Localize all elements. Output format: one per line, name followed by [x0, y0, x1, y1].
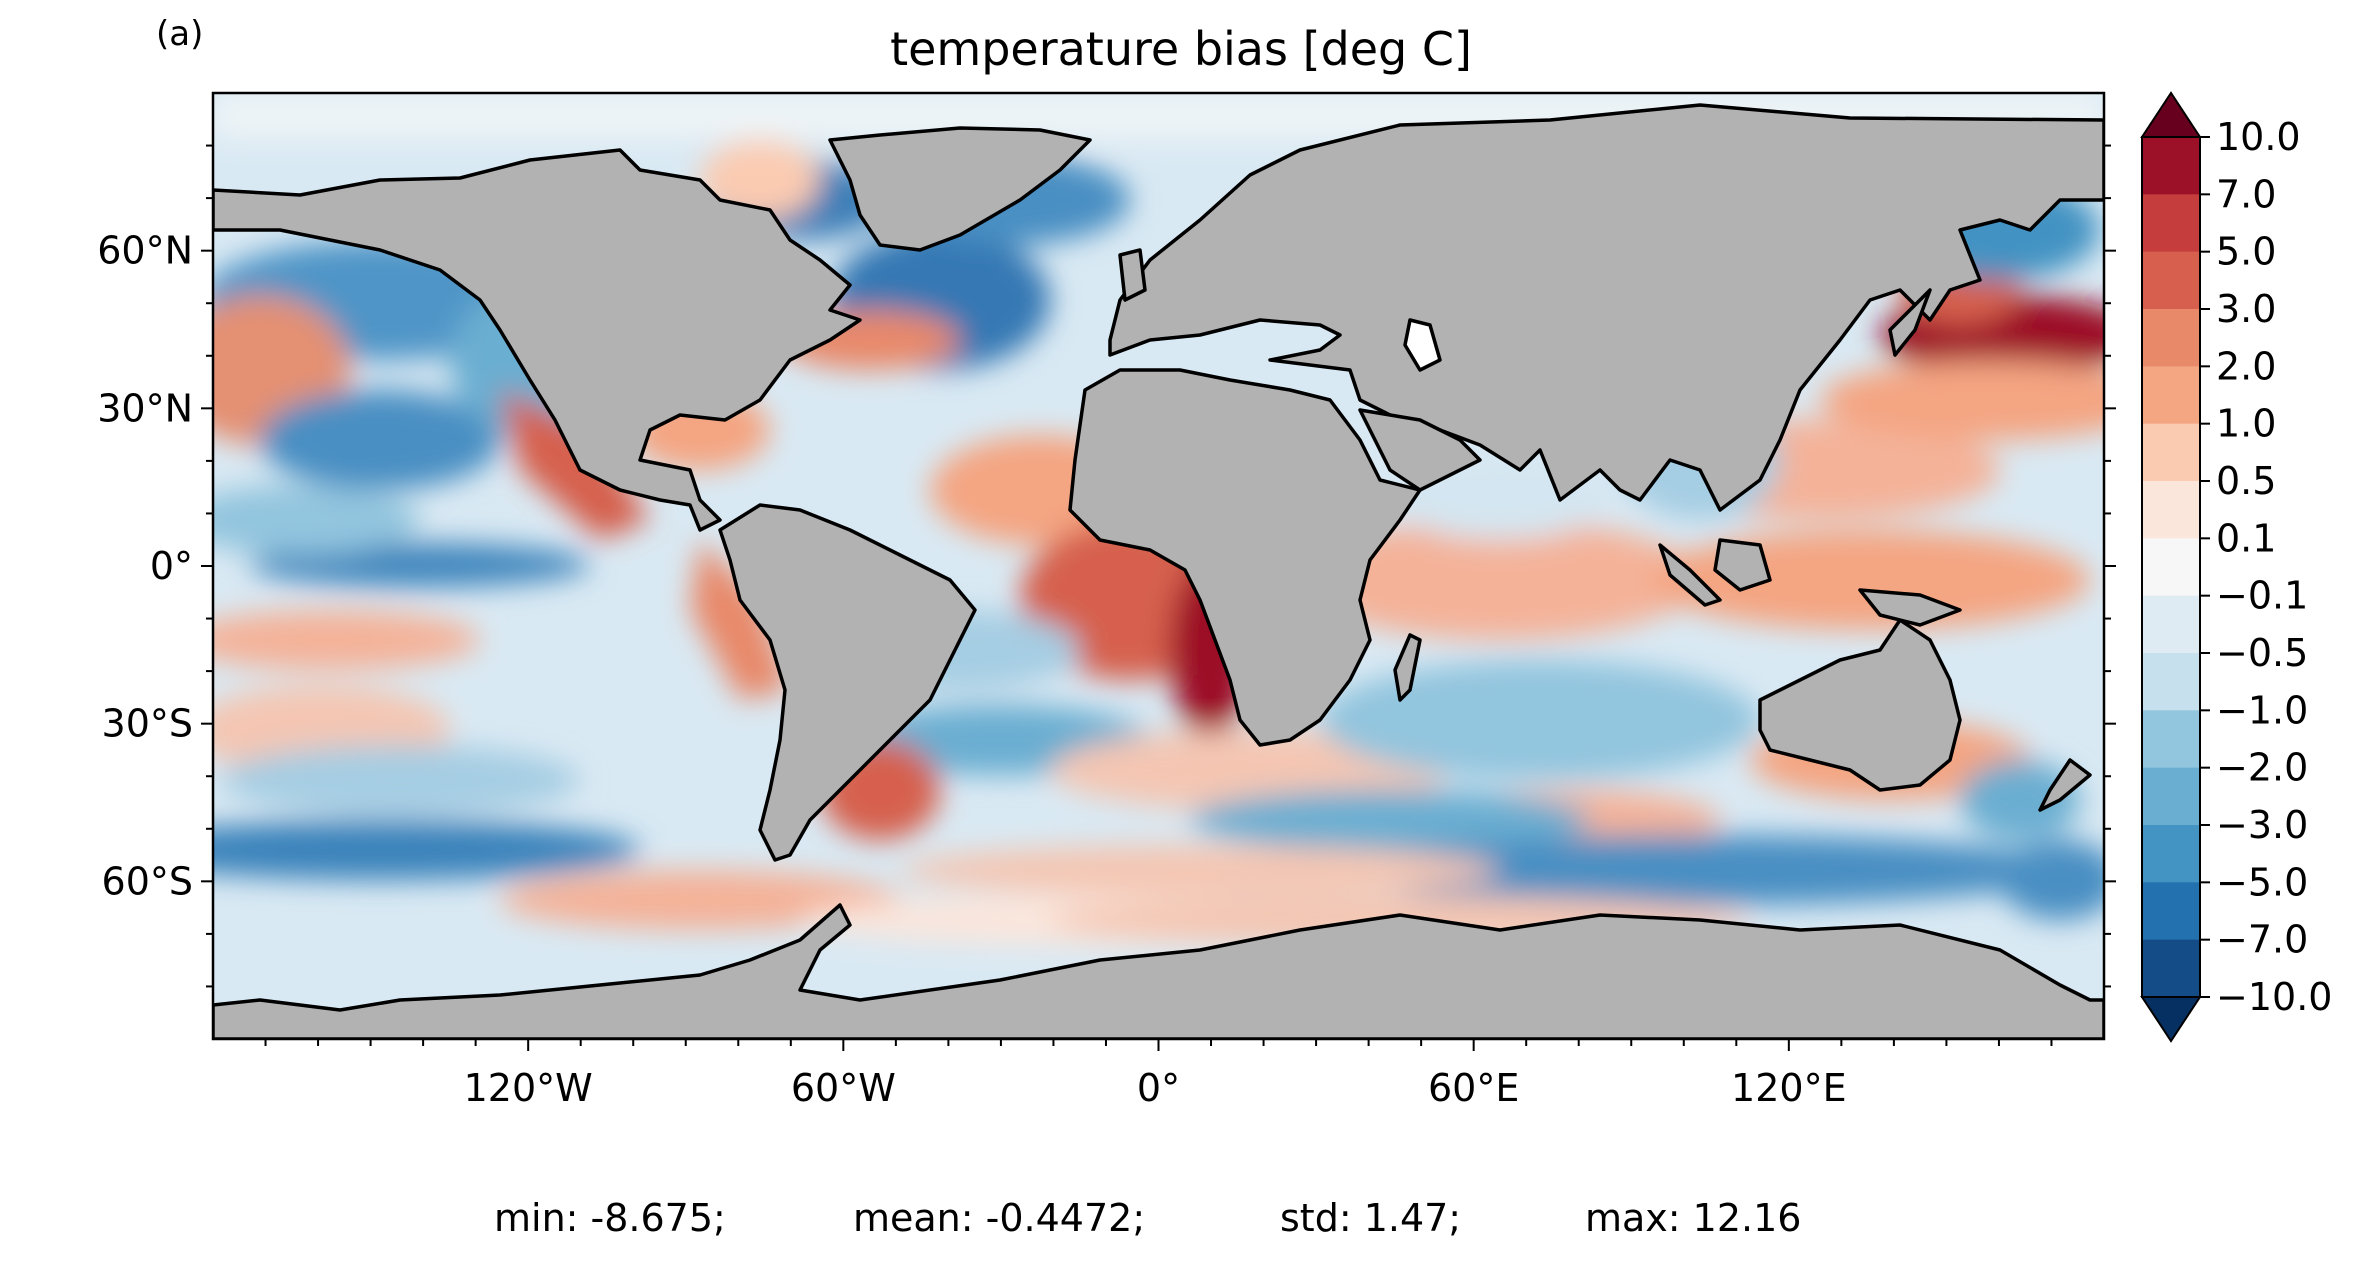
- axis-ticks: [201, 144, 2116, 1051]
- x-tick-label: 60°W: [791, 1066, 896, 1110]
- x-tick-label: 60°E: [1428, 1066, 1519, 1110]
- map-area: [213, 93, 2104, 1039]
- arabia: [1358, 408, 1482, 492]
- colorbar-extend-min: [2140, 996, 2202, 1043]
- colorbar-tick-label: −10.0: [2216, 975, 2332, 1019]
- colorbar-band: [2142, 825, 2200, 883]
- antarctica: [213, 903, 2104, 1039]
- new-guinea: [1858, 588, 1962, 627]
- axis-labels: 120°W 60°W 0° 60°E 120°E 60°N 30°N 0° 30°S 60°S: [97, 229, 1846, 1110]
- colorbar-band: [2142, 538, 2200, 597]
- y-tick-label: 30°N: [97, 386, 193, 430]
- africa: [1068, 368, 1422, 747]
- y-tick-label: 0°: [150, 544, 193, 588]
- colorbar-band: [2142, 939, 2200, 998]
- y-tick-label: 60°N: [97, 229, 193, 273]
- australia: [1758, 618, 1962, 792]
- madagascar: [1393, 633, 1422, 702]
- colorbar-band: [2142, 309, 2200, 367]
- land-masses: [213, 103, 2104, 1039]
- north-america: [213, 148, 862, 532]
- greenland: [828, 126, 1092, 252]
- colorbar-band: [2142, 137, 2200, 195]
- stat-std: std: 1.47;: [1280, 1196, 1462, 1240]
- colorbar-extend-max: [2140, 91, 2202, 138]
- eurasia: [1108, 103, 2104, 512]
- colorbar-tick-label: 7.0: [2216, 172, 2276, 216]
- colorbar: [2140, 91, 2202, 1043]
- colorbar-band: [2142, 366, 2200, 425]
- y-tick-label: 60°S: [102, 859, 193, 903]
- colorbar-tick-label: −7.0: [2216, 918, 2308, 962]
- map-title: temperature bias [deg C]: [890, 22, 1472, 76]
- stat-mean: mean: -0.4472;: [853, 1196, 1146, 1240]
- sumatra: [1658, 543, 1722, 607]
- colorbar-tick-label: 2.0: [2216, 344, 2276, 388]
- colorbar-tick-label: 0.1: [2216, 516, 2276, 560]
- colorbar-band: [2142, 767, 2200, 826]
- x-tick-label: 120°E: [1731, 1066, 1847, 1110]
- colorbar-tick-label: 5.0: [2216, 230, 2276, 274]
- caspian-sea: [1403, 318, 1442, 372]
- colorbar-band: [2142, 251, 2200, 310]
- colorbar-tick-label: 3.0: [2216, 287, 2276, 331]
- colorbar-tick-label: −1.0: [2216, 688, 2308, 732]
- colorbar-band: [2142, 423, 2200, 482]
- colorbar-frame: [2141, 136, 2201, 998]
- colorbar-tick-label: 10.0: [2216, 115, 2301, 159]
- colorbar-tick-label: −0.1: [2216, 574, 2308, 618]
- colorbar-tick-label: 1.0: [2216, 402, 2276, 446]
- colorbar-band: [2142, 194, 2200, 253]
- colorbar-tick-label: −0.5: [2216, 631, 2308, 675]
- new-zealand: [2038, 758, 2092, 812]
- panel-label: (a): [156, 14, 204, 54]
- british-isles: [1118, 248, 1147, 302]
- colorbar-tick-label: −2.0: [2216, 746, 2308, 790]
- stat-max: max: 12.16: [1585, 1196, 1802, 1240]
- colorbar-tick-label: −3.0: [2216, 803, 2308, 847]
- stat-min: min: -8.675;: [494, 1196, 726, 1240]
- colorbar-tick-label: −5.0: [2216, 860, 2308, 904]
- x-tick-label: 0°: [1137, 1066, 1180, 1110]
- colorbar-labels: 10.0 7.0 5.0 3.0 2.0 1.0 0.5 0.1 −0.1 −0.5 −1.0 −2.…: [2200, 115, 2332, 1019]
- colorbar-band: [2142, 595, 2200, 654]
- colorbar-tick-label: 0.5: [2216, 459, 2276, 503]
- x-tick-label: 120°W: [464, 1066, 593, 1110]
- colorbar-band: [2142, 653, 2200, 711]
- south-america: [718, 503, 977, 862]
- borneo: [1713, 538, 1772, 592]
- japan: [1888, 288, 1932, 357]
- y-tick-label: 30°S: [102, 702, 193, 746]
- colorbar-band: [2142, 481, 2200, 539]
- colorbar-band: [2142, 710, 2200, 769]
- colorbar-band: [2142, 882, 2200, 941]
